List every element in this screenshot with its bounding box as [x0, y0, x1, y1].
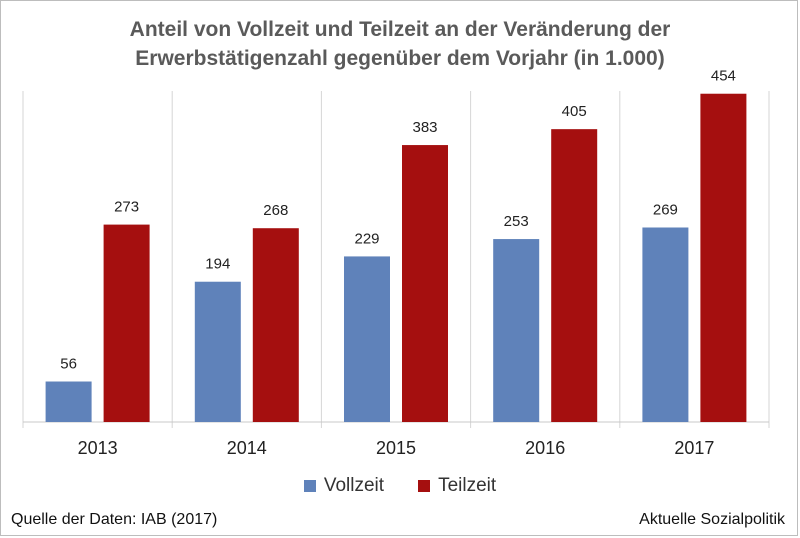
- data-label-vollzeit: 56: [60, 356, 77, 373]
- data-label-teilzeit: 454: [711, 68, 736, 85]
- chart-title-line-1: Anteil von Vollzeit und Teilzeit an der …: [129, 18, 671, 41]
- data-label-vollzeit: 253: [504, 213, 529, 230]
- data-label-teilzeit: 405: [562, 103, 587, 120]
- bar-teilzeit: [402, 145, 448, 423]
- data-label-vollzeit: 269: [653, 201, 678, 218]
- legend-item-teilzeit: Teilzeit: [418, 475, 496, 497]
- bar-vollzeit: [344, 256, 390, 422]
- bar-teilzeit: [551, 129, 598, 422]
- x-tick-label: 2017: [674, 438, 714, 458]
- brand-label: Aktuelle Sozialpolitik: [639, 511, 785, 528]
- bar-vollzeit: [642, 227, 689, 422]
- x-tick-label: 2015: [376, 438, 416, 458]
- data-label-vollzeit: 194: [205, 256, 230, 273]
- legend: Vollzeit Teilzeit: [1, 475, 799, 497]
- bar-vollzeit: [493, 239, 540, 422]
- x-tick-label: 2014: [227, 438, 267, 458]
- legend-item-vollzeit: Vollzeit: [303, 475, 385, 497]
- source-note: Quelle der Daten: IAB (2017): [11, 511, 218, 528]
- chart-title: Anteil von Vollzeit und Teilzeit an der …: [1, 15, 799, 73]
- data-label-vollzeit: 229: [354, 230, 379, 247]
- bar-teilzeit: [700, 93, 747, 422]
- bar-teilzeit: [252, 228, 299, 422]
- data-label-teilzeit: 268: [263, 202, 288, 219]
- bar-vollzeit: [45, 381, 92, 422]
- legend-label-vollzeit: Vollzeit: [323, 475, 385, 496]
- x-tick-label: 2016: [525, 438, 565, 458]
- bar-vollzeit: [194, 281, 241, 422]
- legend-label-teilzeit: Teilzeit: [438, 475, 497, 496]
- chart-title-line-2: Erwerbstätigenzahl gegenüber dem Vorjahr…: [135, 47, 665, 70]
- x-tick-label: 2013: [78, 438, 118, 458]
- legend-swatch-teilzeit: [418, 480, 431, 492]
- data-label-teilzeit: 273: [114, 199, 139, 216]
- bar-teilzeit: [103, 224, 150, 422]
- data-label-teilzeit: 383: [412, 119, 437, 136]
- legend-swatch-vollzeit: [303, 480, 316, 492]
